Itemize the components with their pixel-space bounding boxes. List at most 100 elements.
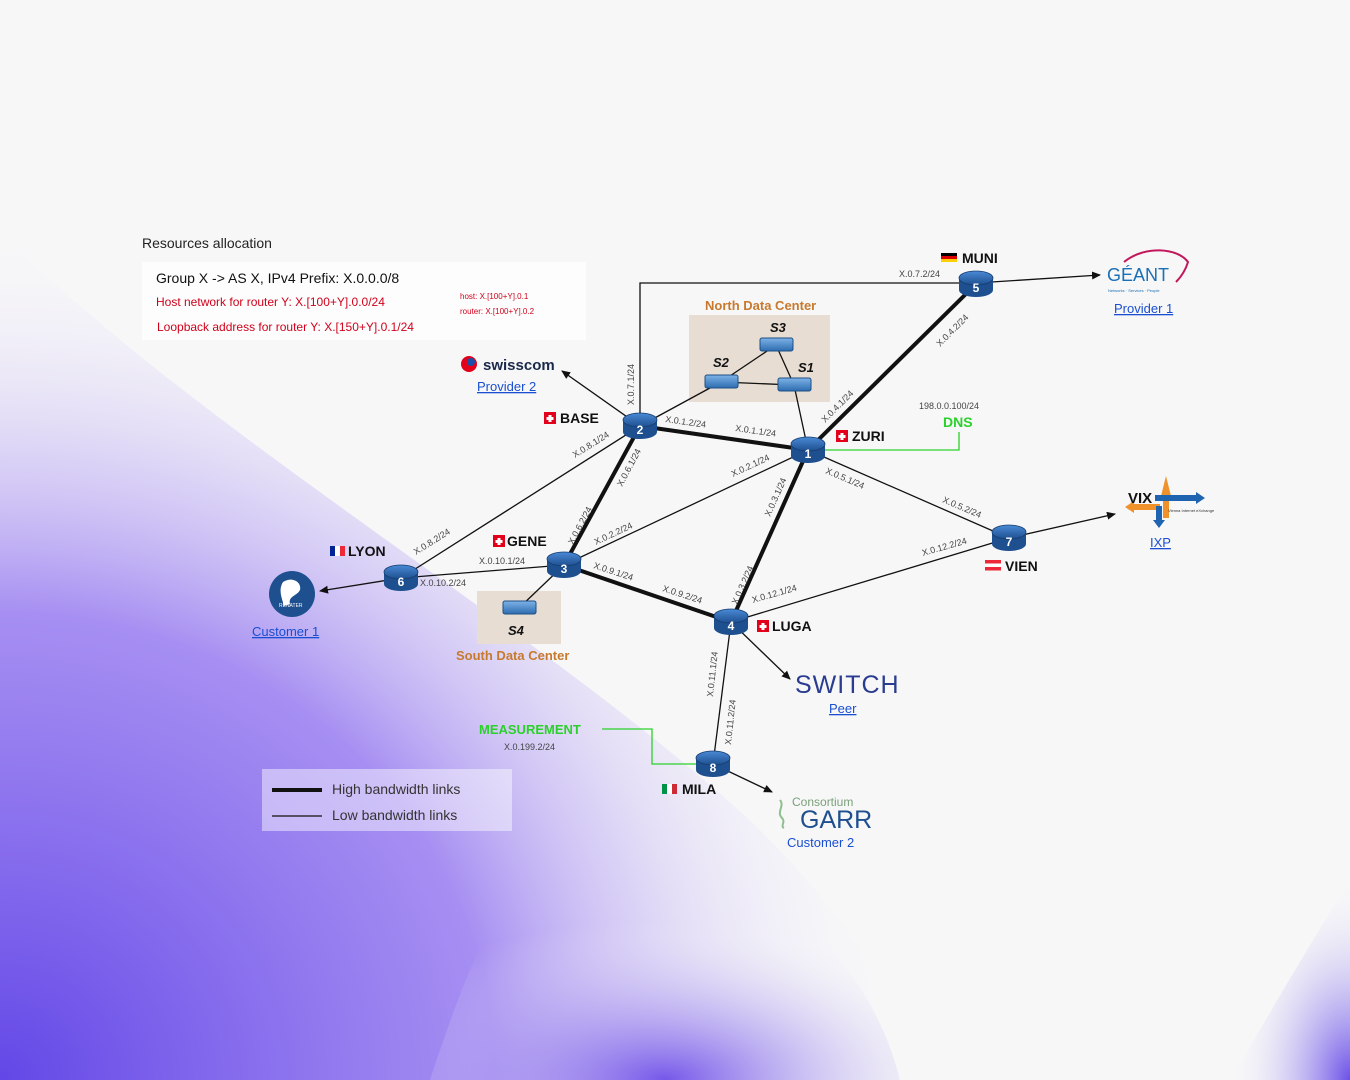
link-gene-lyon [400,564,565,579]
link-base-muni [639,282,976,426]
router-name-zuri: ZURI [852,428,885,444]
dns-label: DNS [943,414,973,430]
dns-ip: 198.0.0.100/24 [919,401,979,411]
router-gene[interactable]: 3 [546,551,582,578]
router-number: 8 [710,761,717,775]
link-zuri-vien [807,449,1010,539]
geant-logo: GÉANT [1107,265,1169,285]
svg-text:X.0.2.2/24: X.0.2.2/24 [593,520,634,546]
router-number: 6 [398,575,405,589]
router-number: 4 [728,619,735,633]
link-zuri-muni [806,282,978,452]
vix-role: IXP [1150,535,1171,550]
german-flag-icon [941,253,957,262]
svg-text:X.0.5.2/24: X.0.5.2/24 [941,495,983,520]
garr-logo: GARR [800,806,872,834]
switch-s3-label: S3 [770,320,787,335]
link-gene-luga [563,563,732,624]
router-number: 2 [637,423,644,437]
link-base-lyon [400,425,641,579]
switch-role: Peer [829,701,857,716]
switch-s2-label: S2 [713,355,730,370]
garr-italy-icon [778,799,785,829]
renater-logo: RENATER [279,603,303,609]
host-note: host: X.[100+Y].0.1 [460,292,529,301]
vix-arrows-icon [1125,476,1205,528]
resources-title: Resources allocation [142,235,272,251]
router-muni[interactable]: 5 [958,270,994,297]
link-base-gene [562,425,642,566]
svg-text:X.0.10.2/24: X.0.10.2/24 [420,578,466,588]
router-name-lyon: LYON [348,543,386,559]
geant-swoosh-icon [1123,249,1190,283]
switch-s1-label: S1 [798,360,814,375]
router-number: 1 [805,447,812,461]
austrian-flag-icon [985,560,1001,571]
router-luga[interactable]: 4 [713,608,749,635]
switch-s4[interactable]: S4 [502,600,537,638]
svg-text:X.0.8.2/24: X.0.8.2/24 [412,526,452,556]
renater-role: Customer 1 [252,624,319,639]
legend-low: Low bandwidth links [332,807,457,823]
svg-text:X.0.12.1/24: X.0.12.1/24 [751,583,798,605]
link-zuri-luga [729,449,810,623]
south-dc-box [477,591,561,644]
geant-role: Provider 1 [1114,301,1173,316]
svg-text:X.0.7.2/24: X.0.7.2/24 [899,269,940,279]
switch-peer[interactable]: SWITCH Peer [795,671,900,716]
geant-tagline: Networks · Services · People [1108,288,1160,293]
svg-text:X.0.1.1/24: X.0.1.1/24 [735,423,777,439]
router-base[interactable]: 2 [622,412,658,439]
garr-logo-top: Consortium [792,795,853,809]
link-base-zuri [639,424,809,452]
link-zuri-gene [563,449,809,566]
arrow-vien-vix [1008,511,1116,539]
link-luga-mila [712,621,732,765]
geant-provider[interactable]: GÉANT Networks · Services · People Provi… [1107,249,1190,316]
renater-customer[interactable]: RENATER Customer 1 [252,571,319,639]
router-name-luga: LUGA [772,618,812,634]
router-vien[interactable]: 7 [991,524,1027,551]
link-luga-vien [730,537,1010,623]
router-number: 5 [973,281,980,295]
host-line: Host network for router Y: X.[100+Y].0.0… [156,295,385,309]
measurement-label: MEASUREMENT [479,722,581,737]
svg-text:X.0.5.1/24: X.0.5.1/24 [824,466,866,491]
arrow-muni-geant [975,271,1101,284]
legend-high: High bandwidth links [332,781,460,797]
router-note: router: X.[100+Y].0.2 [460,307,535,316]
vix-ixp[interactable]: VIX Vienna Internet eXchange IXP [1125,476,1215,550]
switch-s4-label: S4 [508,623,525,638]
group-line: Group X -> AS X, IPv4 Prefix: X.0.0.0/8 [156,270,399,286]
routers: 1 2 3 4 5 6 7 8 [383,270,1027,777]
garr-customer[interactable]: Consortium GARR Customer 2 [778,795,872,850]
resources-panel: Resources allocation Group X -> AS X, IP… [142,235,586,340]
svg-text:X.0.2.1/24: X.0.2.1/24 [730,452,771,478]
router-zuri[interactable]: 1 [790,436,826,463]
router-name-muni: MUNI [962,250,998,266]
router-labels: ZURI BASE GENE LUGA MUNI LYON [330,250,1038,797]
svg-text:X.0.8.1/24: X.0.8.1/24 [571,429,611,459]
router-mila[interactable]: 8 [695,750,731,777]
router-name-vien: VIEN [1005,558,1038,574]
svg-text:X.0.7.1/24: X.0.7.1/24 [626,364,636,405]
router-number: 7 [1006,535,1013,549]
svg-text:X.0.10.1/24: X.0.10.1/24 [479,556,525,566]
switch-logo: SWITCH [795,671,900,699]
svg-text:X.0.11.2/24: X.0.11.2/24 [723,699,738,745]
switch-s1[interactable]: S1 [777,360,814,392]
router-name-gene: GENE [507,533,547,549]
swisscom-role: Provider 2 [477,379,536,394]
measurement-ip: X.0.199.2/24 [504,742,555,752]
legend: High bandwidth links Low bandwidth links [262,769,512,831]
dns-connector [808,432,960,451]
svg-text:X.0.1.2/24: X.0.1.2/24 [665,414,707,430]
svg-text:X.0.9.1/24: X.0.9.1/24 [592,560,634,582]
switch-s2[interactable]: S2 [704,355,739,389]
swisscom-provider[interactable]: swisscom Provider 2 [461,356,555,394]
french-flag-icon [330,546,345,556]
switch-s3[interactable]: S3 [759,320,794,352]
router-lyon[interactable]: 6 [383,564,419,591]
svg-text:X.0.12.2/24: X.0.12.2/24 [921,536,968,558]
